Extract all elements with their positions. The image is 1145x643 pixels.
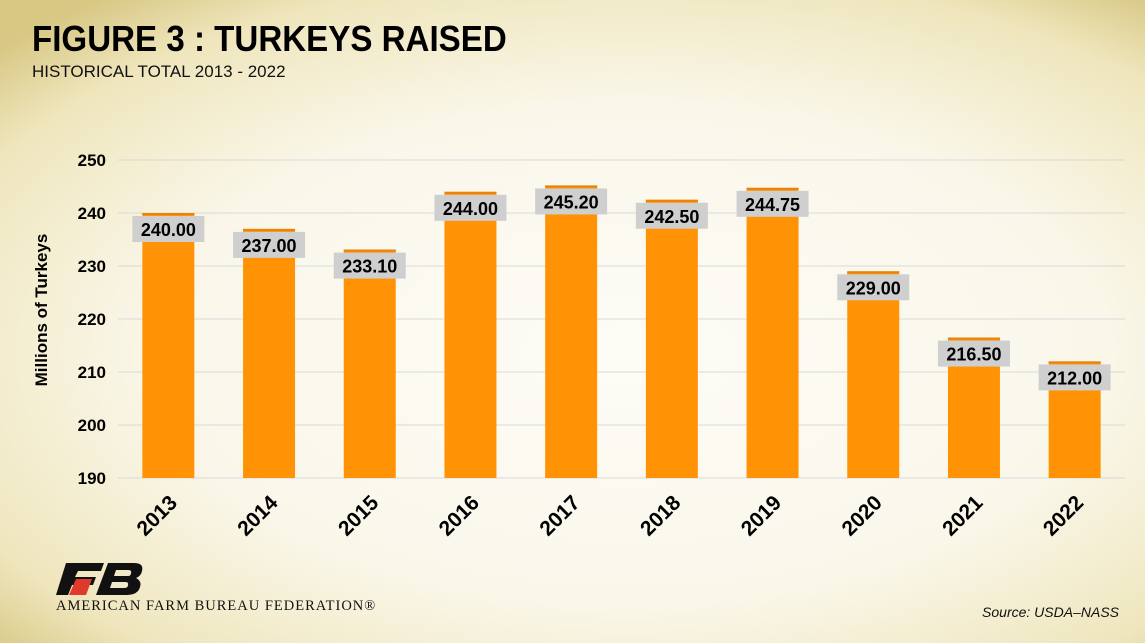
data-label-box [937,340,1010,367]
y-tick-label: 220 [78,310,106,329]
data-label: 237.00 [242,236,297,256]
bar-top [1048,361,1101,364]
bar [746,187,799,478]
bar [545,185,598,478]
data-label-box [635,202,708,229]
data-label-box [1038,364,1111,391]
data-label: 242.50 [644,207,699,227]
bar [142,213,195,478]
data-label-box [333,252,406,279]
y-tick-label: 250 [78,151,106,170]
data-label: 240.00 [141,220,196,240]
x-tick-label: 2013 [133,491,182,540]
x-tick-label: 2021 [938,491,988,541]
data-label-box [132,216,205,242]
x-tick-label: 2015 [334,491,384,541]
x-tick-label: 2014 [233,491,283,541]
bar-chart: 190 200 210 220 230 240 250 240.00 2013 237.00 201… [78,151,1125,541]
bar [645,199,698,478]
x-tick-label: 2018 [636,491,686,541]
bar-top [343,249,396,252]
bar [847,271,900,478]
y-tick-label: 230 [78,257,106,276]
bar-top [444,191,497,194]
afbf-logo [56,563,143,595]
chart-title: FIGURE 3 : TURKEYS RAISED [32,18,507,59]
data-label: 244.00 [443,199,498,219]
bar [243,228,296,478]
x-tick-label: 2022 [1039,491,1088,540]
x-tick-label: 2016 [435,491,484,540]
y-tick-label: 210 [78,363,106,382]
bar-top [847,271,900,274]
chart-subtitle: HISTORICAL TOTAL 2013 - 2022 [32,62,286,81]
bar-top [746,187,799,190]
bar [343,249,396,478]
data-label-box [233,231,306,258]
data-label-box [837,274,910,301]
data-label: 245.20 [544,192,599,212]
bar-top [142,213,195,215]
bar-top [947,337,1000,340]
data-label: 216.50 [946,345,1001,365]
bar-top [645,199,698,202]
x-tick-label: 2020 [837,491,886,540]
organization-name: AMERICAN FARM BUREAU FEDERATION® [56,598,377,614]
data-label-box [434,194,507,221]
source-note: Source: USDA–NASS [982,604,1119,620]
x-tick-label: 2019 [737,491,786,540]
bar-top [243,228,296,231]
y-tick-label: 240 [78,204,106,223]
bar-top [545,185,598,188]
data-label-box [736,190,809,217]
y-tick-label: 190 [78,469,106,488]
y-tick-label: 200 [78,416,106,435]
bar [444,191,497,479]
data-label: 244.75 [745,195,800,215]
data-label: 229.00 [846,278,901,298]
data-label: 212.00 [1047,368,1102,388]
x-tick-label: 2017 [535,491,584,540]
data-label-box [535,188,608,215]
data-label: 233.10 [342,257,397,277]
